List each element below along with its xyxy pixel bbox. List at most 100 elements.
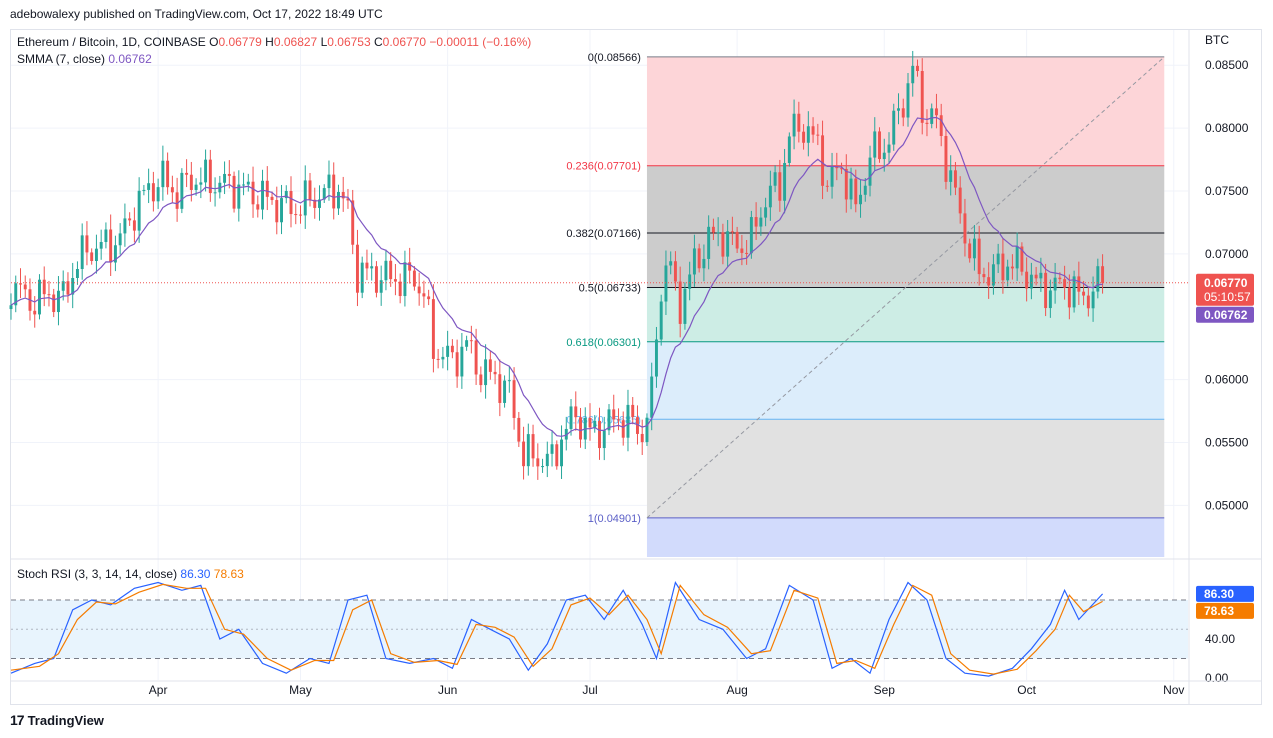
candle-body	[901, 108, 905, 118]
candle-body	[507, 380, 511, 382]
last-price-badge	[1196, 273, 1254, 306]
price-axis-tick-label: 0.05500	[1205, 436, 1249, 450]
symbol-title[interactable]: Ethereum / Bitcoin, 1D, COINBASE	[17, 35, 206, 49]
candle-body	[564, 428, 568, 440]
candle-body	[825, 185, 829, 187]
fib-zone	[646, 419, 1165, 518]
candle-body	[180, 172, 184, 209]
candle-body	[479, 374, 483, 386]
candle-body	[417, 286, 421, 294]
candle-body	[19, 283, 22, 285]
price-axis-tick-label: 0.07500	[1205, 184, 1249, 198]
candle-body	[626, 404, 630, 438]
candle-body	[436, 358, 440, 360]
candle-body	[878, 131, 881, 160]
candle-body	[308, 180, 312, 200]
candle-body	[991, 264, 995, 286]
candle-body	[726, 231, 730, 257]
candle-body	[669, 261, 673, 266]
published-by-text: adebowalexy published on TradingView.com…	[10, 7, 383, 21]
candle-body	[730, 231, 734, 233]
stoch-d-line	[10, 583, 1103, 675]
candle-body	[455, 352, 459, 377]
candle-body	[1053, 277, 1057, 291]
candle-body	[650, 376, 654, 418]
candle-body	[711, 226, 715, 233]
candle-body	[199, 182, 203, 185]
candle-body	[194, 184, 198, 190]
candle-body	[251, 181, 255, 205]
candle-body	[156, 187, 160, 202]
candle-body	[688, 274, 692, 289]
candle-body	[1086, 295, 1090, 309]
candle-body	[460, 346, 464, 377]
candle-body	[721, 232, 725, 257]
candle-body	[242, 184, 246, 186]
low-value: 0.06753	[327, 35, 371, 49]
smma-label[interactable]: SMMA (7, close)	[17, 52, 106, 66]
candle-body	[488, 359, 492, 372]
candle-body	[930, 108, 934, 124]
fib-zone	[646, 165, 1165, 234]
candle-body	[360, 262, 364, 293]
time-axis-tick-label: Apr	[149, 683, 168, 697]
fib-zone	[646, 341, 1165, 420]
candle-body	[208, 159, 212, 194]
candle-body	[408, 262, 412, 271]
candle-body	[427, 296, 431, 300]
candle-body	[811, 126, 815, 135]
tradingview-logo-icon: 17	[10, 712, 25, 728]
candle-body	[550, 444, 554, 454]
footer-brand[interactable]: 17 TradingView	[10, 712, 104, 728]
candle-body	[977, 238, 981, 275]
candle-body	[541, 466, 545, 468]
low-label: L	[320, 35, 328, 49]
stoch-label[interactable]: Stoch RSI (3, 3, 14, 14, close)	[17, 567, 178, 581]
candle-body	[1067, 287, 1071, 308]
time-axis-tick-label: Aug	[726, 683, 747, 697]
fib-level-label: 0.5(0.06733)	[579, 282, 641, 294]
stoch-k-badge-label: 86.30	[1204, 587, 1234, 601]
candle-body	[1091, 291, 1095, 309]
candle-body	[85, 235, 89, 253]
candle-body	[94, 248, 98, 262]
candle-body	[702, 258, 706, 269]
candle-body	[797, 113, 801, 132]
candle-body	[607, 409, 611, 431]
fib-trend-line	[646, 56, 1165, 519]
candle-body	[9, 305, 13, 310]
candle-body	[1001, 253, 1005, 281]
candle-body	[370, 266, 374, 269]
candle-body	[318, 199, 321, 208]
candle-body	[1101, 266, 1105, 283]
chart-frame	[10, 29, 1262, 705]
stoch-legend: Stoch RSI (3, 3, 14, 14, close) 86.30 78…	[17, 567, 244, 581]
candle-body	[42, 279, 46, 295]
candle-body	[66, 281, 70, 295]
close-value: 0.06770	[382, 35, 427, 49]
candle-body	[113, 245, 117, 263]
candle-body	[1015, 246, 1019, 269]
stoch-d-value: 78.63	[213, 567, 244, 581]
candle-body	[237, 184, 241, 209]
candle-body	[346, 198, 350, 201]
candle-body	[465, 340, 469, 347]
candle-body	[574, 406, 578, 418]
candle-body	[1077, 276, 1081, 292]
candle-body	[754, 217, 758, 227]
candle-body	[1072, 276, 1076, 308]
candle-body	[906, 83, 910, 118]
candle-body	[531, 434, 535, 459]
candle-body	[854, 178, 858, 205]
candle-body	[56, 290, 60, 313]
candle-body	[393, 279, 397, 282]
candle-body	[673, 261, 677, 282]
last-price-label: 0.06770	[1204, 276, 1248, 290]
candle-body	[132, 220, 136, 231]
candle-body	[792, 113, 796, 137]
change-value: −0.00011 (−0.16%)	[429, 35, 532, 49]
candle-body	[446, 345, 450, 357]
candle-body	[204, 159, 208, 183]
candle-body	[412, 270, 416, 287]
